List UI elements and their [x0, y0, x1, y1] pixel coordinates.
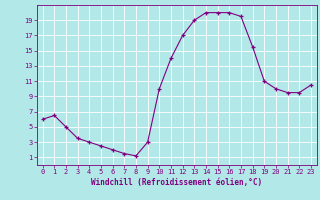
X-axis label: Windchill (Refroidissement éolien,°C): Windchill (Refroidissement éolien,°C) [91, 178, 262, 187]
